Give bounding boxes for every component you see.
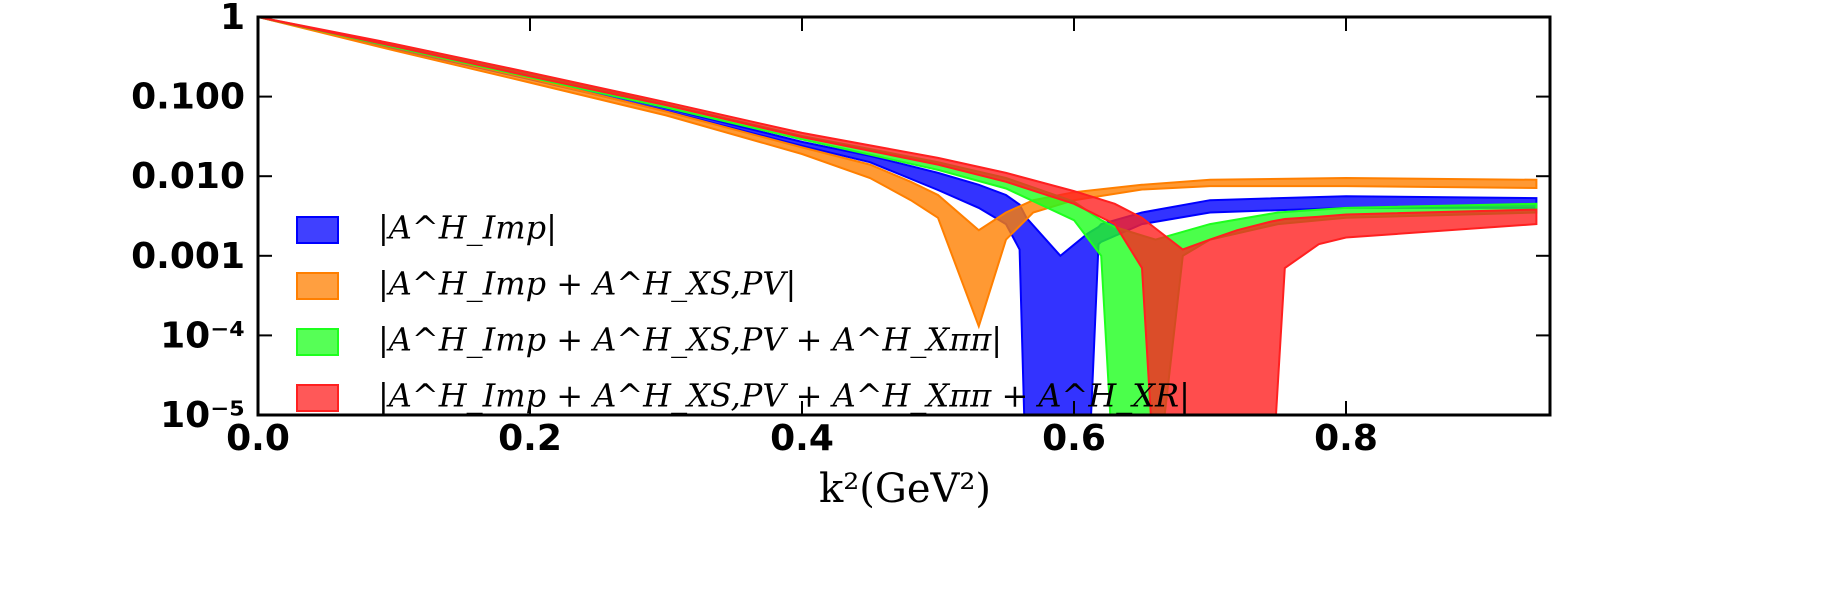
x-axis-label: k²(GeV²) <box>819 466 991 512</box>
legend-label: |A^H_Imp + A^H_XS,PV| <box>378 265 796 303</box>
legend-label: |A^H_Imp| <box>378 209 557 247</box>
x-tick-label: 0.0 <box>226 418 290 459</box>
x-tick-label: 0.8 <box>1314 418 1378 459</box>
plot-area <box>258 17 1538 415</box>
band <box>258 17 1538 415</box>
y-tick-label: 0.010 <box>131 156 245 197</box>
y-tick-label: 10⁻⁵ <box>160 395 245 436</box>
x-tick-label: 0.4 <box>770 418 834 459</box>
plot-frame <box>256 15 1552 417</box>
x-tick-label: 0.6 <box>1042 418 1106 459</box>
y-tick-label: 10⁻⁴ <box>160 315 245 356</box>
y-tick-label: 1 <box>220 0 245 38</box>
x-tick-label: 0.2 <box>498 418 562 459</box>
legend-swatch <box>296 328 339 356</box>
legend-swatch <box>296 384 339 412</box>
band <box>258 17 1538 330</box>
y-tick-label: 0.001 <box>131 236 245 277</box>
legend-swatch <box>296 216 339 244</box>
legend-swatch <box>296 272 339 300</box>
y-tick-label: 0.100 <box>131 77 245 118</box>
legend-label: |A^H_Imp + A^H_XS,PV + A^H_Xππ| <box>378 321 1002 359</box>
legend-label: |A^H_Imp + A^H_XS,PV + A^H_Xππ + A^H_XR| <box>378 377 1190 415</box>
